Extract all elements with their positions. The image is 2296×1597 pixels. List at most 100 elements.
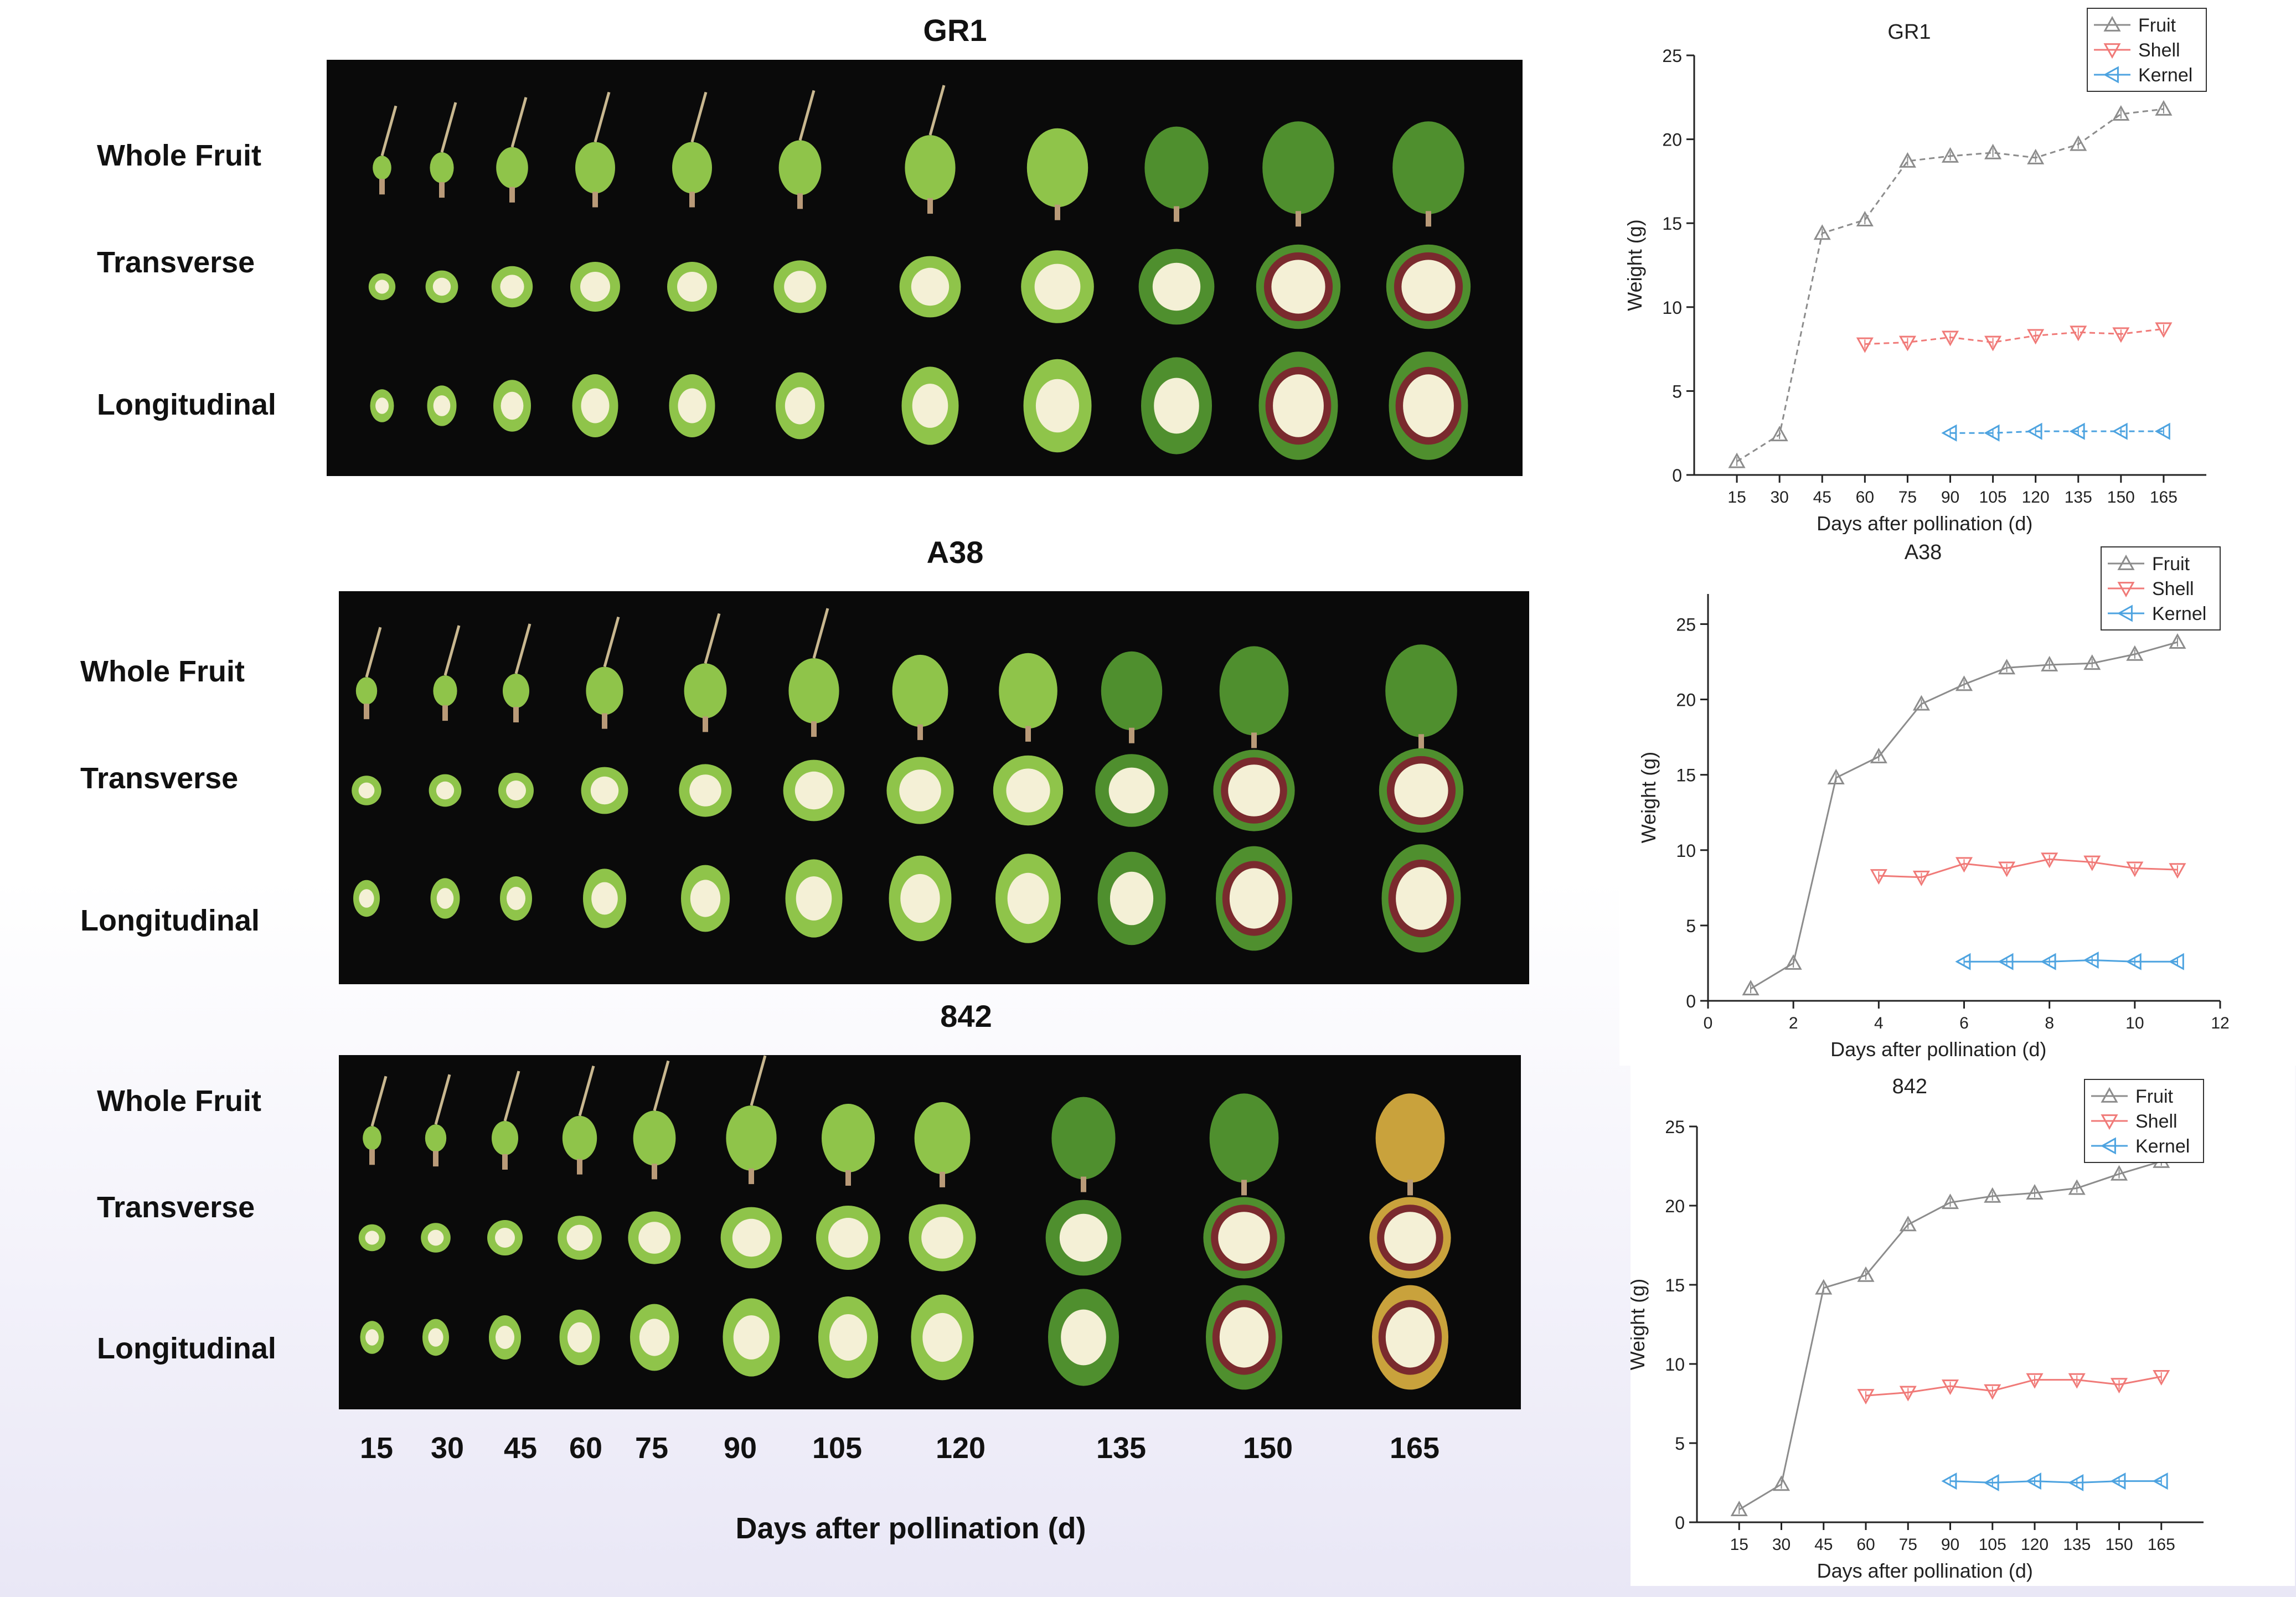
transverse-section-shape	[421, 1223, 451, 1253]
transverse-section-shape	[993, 755, 1064, 826]
y-tick-label: 10	[1665, 1355, 1685, 1374]
longitudinal-section-shape	[370, 389, 394, 422]
whole-fruit-shape	[1385, 644, 1457, 750]
series-line	[1865, 328, 2164, 345]
data-point	[2117, 582, 2135, 598]
data-point	[1955, 857, 1973, 873]
x-tick-label: 45	[1813, 488, 1831, 507]
x-tick-label: 30	[1770, 488, 1788, 507]
x-tick-label: 30	[1772, 1536, 1791, 1554]
transverse-section-shape	[816, 1206, 880, 1270]
series-kernel	[1955, 951, 2184, 970]
data-point	[1784, 954, 1802, 970]
x-tick-label: 6	[1959, 1014, 1969, 1032]
x-tick-label: 165	[2150, 488, 2178, 507]
transverse-section-shape	[909, 1204, 976, 1272]
data-point	[1984, 143, 2002, 159]
transverse-section-shape	[886, 757, 954, 824]
whole-fruit-shape	[1051, 1097, 1116, 1192]
data-point	[2153, 1369, 2170, 1386]
longitudinal-section-shape	[572, 374, 618, 437]
longitudinal-section-shape	[583, 869, 626, 928]
data-point	[1771, 426, 1788, 442]
longitudinal-section-shape	[360, 1321, 384, 1354]
whole-fruit-shape	[363, 1076, 388, 1165]
transverse-section-shape	[498, 773, 534, 808]
data-point	[2126, 645, 2144, 661]
transverse-section-shape	[628, 1211, 681, 1264]
transverse-section-shape	[899, 256, 961, 318]
whole-fruit-shape	[373, 105, 398, 195]
day-label: 135	[1096, 1431, 1147, 1465]
transverse-section-shape	[720, 1207, 782, 1269]
legend-label: Kernel	[2152, 603, 2206, 624]
data-point	[1856, 337, 1874, 353]
whole-fruit-shape	[425, 1074, 451, 1167]
transverse-section-shape	[1386, 244, 1471, 329]
fruit-photo-gr1	[368, 85, 1471, 460]
x-tick-label: 60	[1856, 488, 1874, 507]
longitudinal-section-shape	[669, 374, 715, 437]
photo-strip-842	[339, 1055, 1521, 1409]
data-point	[1912, 695, 1930, 711]
transverse-section-shape	[429, 774, 462, 807]
series-shell	[1857, 1369, 2170, 1405]
data-point	[1870, 869, 1887, 885]
whole-fruit-shape	[633, 1060, 676, 1180]
x-tick-label: 10	[2125, 1014, 2144, 1032]
longitudinal-section-shape	[776, 372, 824, 440]
longitudinal-section-shape	[422, 1319, 449, 1356]
whole-fruit-shape	[586, 616, 623, 729]
data-point	[2168, 953, 2184, 970]
fruit-photo-a38	[352, 608, 1464, 953]
data-point	[2101, 1114, 2118, 1130]
data-point	[2169, 863, 2186, 879]
whole-fruit-shape	[892, 654, 948, 740]
data-point	[1955, 953, 1971, 970]
data-point	[2070, 135, 2087, 151]
data-point	[1742, 980, 1760, 996]
chart-842: 842 0 5 10 15 20 25 15 30 45 60 75 90 105 120 135 150 165…	[1626, 1066, 2295, 1586]
series-kernel	[1941, 1472, 2168, 1492]
x-tick-label: 120	[2021, 1536, 2049, 1554]
whole-fruit-shape	[788, 608, 839, 737]
longitudinal-section-shape	[630, 1304, 679, 1371]
longitudinal-section-shape	[1097, 851, 1166, 945]
series-line	[1964, 959, 2178, 963]
day-label: 75	[634, 1431, 669, 1465]
longitudinal-section-shape	[1381, 844, 1461, 953]
data-point	[1772, 1475, 1791, 1491]
row-label-longitudinal: Longitudinal	[97, 1332, 276, 1365]
x-tick-label: 8	[2045, 1014, 2054, 1032]
data-point	[1730, 1501, 1748, 1517]
whole-fruit-shape	[914, 1102, 971, 1187]
data-point	[2117, 604, 2133, 622]
data-point	[1941, 147, 1959, 163]
data-point	[2117, 554, 2135, 570]
data-point	[2068, 1474, 2084, 1492]
day-label: 60	[569, 1431, 603, 1465]
whole-fruit-shape	[672, 91, 712, 208]
data-point	[2026, 422, 2042, 440]
data-point	[1899, 1216, 1917, 1232]
whole-fruit-shape	[562, 1066, 597, 1175]
bottom-axis-title: Days after pollination (d)	[735, 1512, 1086, 1545]
data-point	[2125, 953, 2142, 970]
x-tick-label: 150	[2105, 1536, 2133, 1554]
data-point	[2083, 654, 2101, 670]
x-tick-label: 75	[1899, 1536, 1917, 1554]
row-label-longitudinal: Longitudinal	[80, 904, 260, 937]
row-label-whole-fruit: Whole Fruit	[97, 1084, 261, 1118]
longitudinal-section-shape	[559, 1309, 600, 1366]
longitudinal-section-shape	[723, 1298, 780, 1377]
data-point	[2126, 861, 2144, 877]
whole-fruit-shape	[905, 85, 956, 214]
y-tick-label: 5	[1686, 916, 1696, 936]
data-point	[1984, 1187, 2001, 1203]
x-tick-label: 2	[1789, 1014, 1798, 1032]
panel-title-842: 842	[940, 999, 992, 1033]
row-label-transverse: Transverse	[80, 762, 239, 795]
longitudinal-section-shape	[818, 1296, 878, 1378]
x-axis-label: Days after pollination (d)	[1830, 1038, 2046, 1061]
data-point	[1870, 747, 1887, 763]
